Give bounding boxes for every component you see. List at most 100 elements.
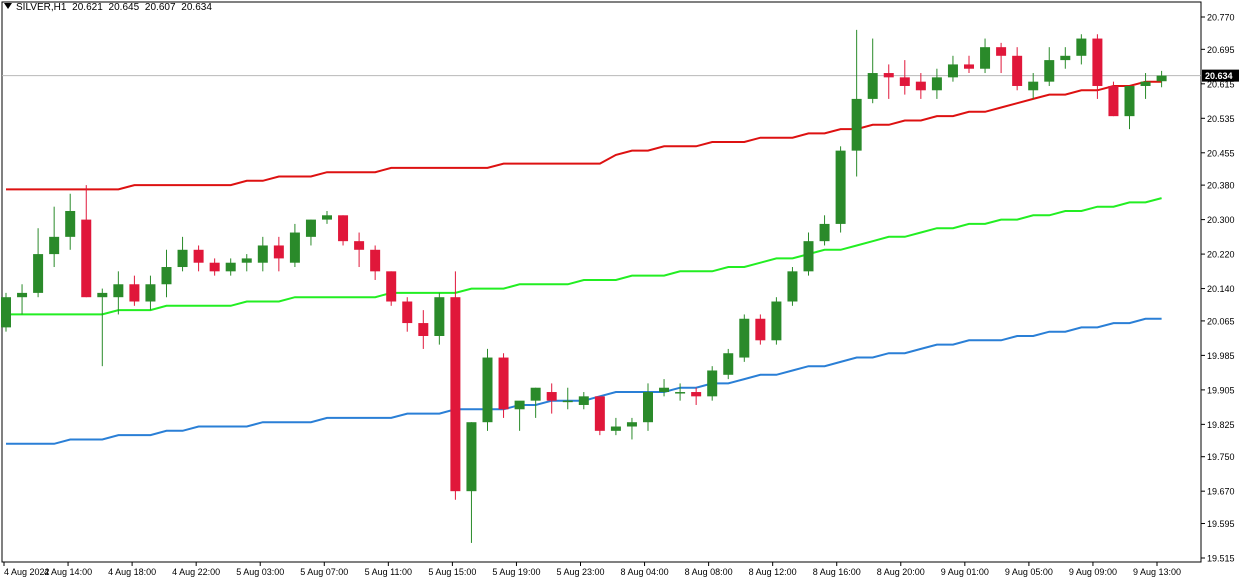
candle-body[interactable] (851, 98, 862, 151)
candle-body[interactable] (257, 245, 268, 263)
candle-body[interactable] (546, 392, 557, 401)
candle-body[interactable] (193, 249, 204, 263)
x-tick-label: 5 Aug 23:00 (556, 567, 604, 577)
candle-body[interactable] (1, 297, 11, 328)
x-tick-label: 8 Aug 16:00 (813, 567, 861, 577)
candle-body[interactable] (819, 223, 830, 242)
candle-body[interactable] (1092, 38, 1103, 86)
candle-body[interactable] (996, 47, 1007, 56)
candle-body[interactable] (289, 232, 300, 263)
candle-body[interactable] (964, 64, 974, 69)
candle-body[interactable] (723, 353, 734, 375)
candle-body[interactable] (1012, 55, 1023, 86)
candle-body[interactable] (578, 396, 589, 405)
y-tick-label: 20.455 (1207, 148, 1235, 158)
candle-body[interactable] (161, 267, 172, 285)
x-tick-label: 9 Aug 05:00 (1005, 567, 1053, 577)
candle-body[interactable] (739, 318, 750, 358)
y-tick-label: 20.300 (1207, 215, 1235, 225)
candle-body[interactable] (626, 422, 637, 427)
candle-body[interactable] (418, 323, 429, 336)
candle-body[interactable] (177, 249, 188, 268)
candle-body[interactable] (241, 258, 252, 263)
candle-body[interactable] (594, 396, 605, 431)
candle-body[interactable] (947, 64, 958, 78)
candle-body[interactable] (354, 241, 365, 250)
candle-body[interactable] (145, 284, 156, 302)
y-tick-label: 19.670 (1207, 487, 1235, 497)
candle-body[interactable] (402, 301, 413, 324)
x-tick-label: 9 Aug 09:00 (1069, 567, 1117, 577)
high-value: 20.645 (108, 2, 140, 13)
candle-body[interactable] (322, 215, 332, 220)
candle-body[interactable] (675, 392, 686, 394)
candle-body[interactable] (49, 236, 60, 255)
x-tick-label: 5 Aug 07:00 (300, 567, 348, 577)
candle-body[interactable] (129, 284, 140, 302)
candle-body[interactable] (498, 357, 509, 410)
candle-body[interactable] (1060, 55, 1071, 61)
symbol-label: SILVER,H1 (16, 2, 67, 13)
candle-body[interactable] (659, 387, 670, 393)
y-tick-label: 20.770 (1207, 13, 1235, 23)
candle-body[interactable] (915, 81, 926, 91)
x-tick-label: 8 Aug 08:00 (685, 567, 733, 577)
chart-header: SILVER,H1 20.621 20.645 20.607 20.634 (4, 2, 215, 13)
candle-body[interactable] (562, 400, 573, 403)
moving-average-line-2 (6, 197, 1162, 316)
candle-body[interactable] (209, 262, 220, 272)
candle-body[interactable] (370, 249, 381, 272)
candle-body[interactable] (1124, 85, 1135, 117)
candle-body[interactable] (1156, 75, 1167, 82)
candle-body[interactable] (450, 297, 461, 492)
candle-body[interactable] (691, 392, 702, 397)
candle-body[interactable] (482, 357, 493, 423)
x-tick-label: 4 Aug 18:00 (108, 567, 156, 577)
candle-body[interactable] (980, 47, 991, 69)
candle-body[interactable] (883, 73, 894, 78)
x-tick-label: 8 Aug 04:00 (621, 567, 669, 577)
candle-body[interactable] (899, 77, 910, 86)
candle-body[interactable] (386, 271, 397, 302)
candle-body[interactable] (835, 150, 846, 224)
x-tick-label: 9 Aug 01:00 (941, 567, 989, 577)
candle-body[interactable] (33, 254, 44, 293)
candle-body[interactable] (305, 219, 316, 237)
candle-body[interactable] (755, 318, 766, 341)
candle-body[interactable] (1076, 38, 1087, 56)
candle-body[interactable] (803, 241, 814, 272)
candle-body[interactable] (514, 400, 525, 410)
candle-body[interactable] (273, 245, 284, 259)
candle-body[interactable] (867, 73, 878, 99)
candle-body[interactable] (466, 422, 477, 492)
candle-body[interactable] (1108, 85, 1119, 117)
candle-body[interactable] (338, 215, 349, 242)
candle-body[interactable] (65, 210, 76, 237)
candle-body[interactable] (530, 387, 541, 401)
y-tick-label: 20.220 (1207, 250, 1235, 260)
y-tick-label: 20.695 (1207, 45, 1235, 55)
candle-body[interactable] (931, 77, 942, 91)
candle-body[interactable] (707, 370, 718, 397)
current-price-badge (1202, 69, 1239, 82)
candle-body[interactable] (81, 219, 92, 298)
candle-body[interactable] (113, 284, 124, 298)
candle-body[interactable] (643, 392, 653, 423)
dropdown-triangle-icon[interactable] (4, 3, 12, 9)
candle-body[interactable] (225, 262, 236, 272)
candle-body[interactable] (787, 271, 798, 302)
candle-body[interactable] (17, 292, 28, 298)
candle-body[interactable] (771, 301, 782, 341)
y-tick-label: 20.535 (1207, 114, 1235, 124)
candle-body[interactable] (1140, 81, 1151, 86)
x-tick-label: 4 Aug 14:00 (44, 567, 92, 577)
candle-body[interactable] (97, 292, 108, 298)
open-value: 20.621 (72, 2, 103, 13)
candle-body[interactable] (1044, 60, 1055, 82)
candle-body[interactable] (610, 426, 621, 431)
candle-body[interactable] (1028, 81, 1039, 91)
candle-body[interactable] (434, 297, 445, 336)
x-tick-label: 5 Aug 15:00 (428, 567, 476, 577)
